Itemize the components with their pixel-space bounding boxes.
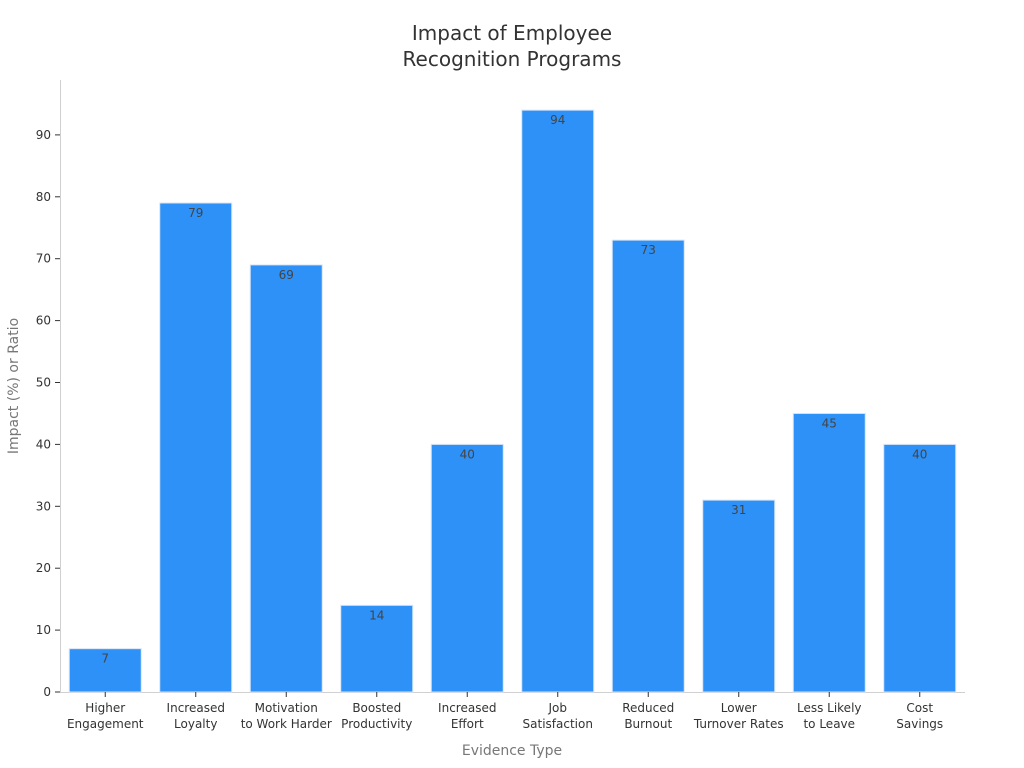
data-labels: 7 79 69 14 40 94 73 31 45 40 bbox=[101, 113, 927, 666]
x-tick-label: Effort bbox=[451, 717, 484, 731]
y-tick-label: 0 bbox=[43, 685, 51, 699]
bar-value-label: 79 bbox=[188, 206, 203, 220]
y-tick-label: 30 bbox=[36, 499, 51, 513]
y-tick-label: 70 bbox=[36, 252, 51, 266]
y-tick-label: 90 bbox=[36, 128, 51, 142]
bar bbox=[159, 202, 233, 693]
x-tick-label: Boosted bbox=[352, 701, 401, 715]
bar bbox=[883, 443, 957, 693]
x-tick-label: Lower bbox=[721, 701, 757, 715]
bar-value-label: 7 bbox=[101, 652, 109, 666]
chart-title-line-1: Impact of Employee bbox=[412, 21, 612, 45]
y-axis-ticks: 0 10 20 30 40 50 60 70 80 90 bbox=[36, 128, 60, 699]
x-tick-label: to Leave bbox=[803, 717, 855, 731]
bar-value-label: 45 bbox=[822, 416, 837, 430]
x-axis-label: Evidence Type bbox=[462, 743, 562, 759]
y-tick-label: 10 bbox=[36, 623, 51, 637]
bar-value-label: 14 bbox=[369, 608, 384, 622]
bar-value-label: 40 bbox=[460, 447, 475, 461]
x-tick-label: Reduced bbox=[622, 701, 674, 715]
bar bbox=[792, 412, 866, 693]
x-tick-label: Cost bbox=[906, 701, 933, 715]
bar bbox=[249, 264, 323, 693]
y-tick-label: 50 bbox=[36, 376, 51, 390]
bar bbox=[611, 239, 685, 693]
bar-value-label: 40 bbox=[912, 447, 927, 461]
x-tick-label: Job bbox=[548, 701, 568, 715]
bar bbox=[430, 443, 504, 693]
bar bbox=[702, 499, 776, 693]
bar bbox=[68, 648, 142, 693]
x-tick-label: Savings bbox=[896, 717, 943, 731]
x-tick-label: Engagement bbox=[67, 717, 144, 731]
bar bbox=[340, 604, 414, 693]
x-tick-label: Productivity bbox=[341, 717, 412, 731]
x-tick-label: Increased bbox=[167, 701, 225, 715]
bars bbox=[68, 109, 957, 693]
y-tick-label: 80 bbox=[36, 190, 51, 204]
y-tick-label: 60 bbox=[36, 314, 51, 328]
y-tick-label: 40 bbox=[36, 437, 51, 451]
x-tick-label: Higher bbox=[85, 701, 125, 715]
x-axis-ticks: Higher Engagement Increased Loyalty Motivati… bbox=[67, 692, 943, 731]
x-tick-label: Less Likely bbox=[797, 701, 862, 715]
chart-title: Impact of Employee Recognition Programs bbox=[403, 21, 622, 71]
x-tick-label: Turnover Rates bbox=[693, 717, 784, 731]
bar-value-label: 69 bbox=[279, 268, 294, 282]
y-tick-label: 20 bbox=[36, 561, 51, 575]
chart-title-line-2: Recognition Programs bbox=[403, 47, 622, 71]
x-tick-label: to Work Harder bbox=[241, 717, 332, 731]
x-tick-label: Increased bbox=[438, 701, 496, 715]
bar-value-label: 31 bbox=[731, 503, 746, 517]
bar bbox=[521, 109, 595, 693]
y-axis-label: Impact (%) or Ratio bbox=[6, 318, 22, 454]
x-tick-label: Loyalty bbox=[174, 717, 217, 731]
bar-value-label: 73 bbox=[641, 243, 656, 257]
bar-value-label: 94 bbox=[550, 113, 565, 127]
x-tick-label: Satisfaction bbox=[523, 717, 593, 731]
x-tick-label: Burnout bbox=[624, 717, 672, 731]
x-tick-label: Motivation bbox=[255, 701, 318, 715]
